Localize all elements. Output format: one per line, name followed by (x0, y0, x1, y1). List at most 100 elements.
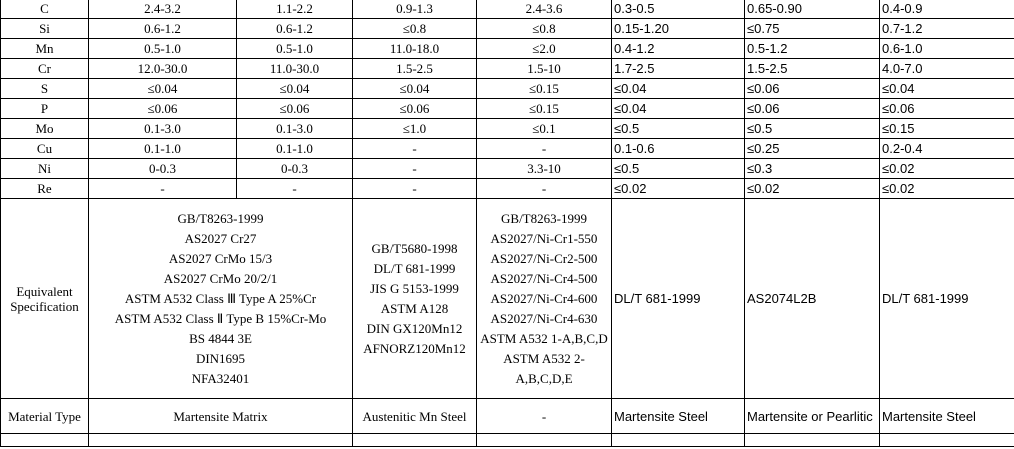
cell: 1.5-10 (476, 58, 612, 79)
spec-cell: AS2074L2B (744, 198, 880, 399)
element-label: Ni (0, 158, 89, 179)
cell: 0.5-1.2 (744, 38, 880, 59)
cell: ≤0.04 (88, 78, 237, 99)
blank-row (0, 433, 1014, 447)
spec-cell: GB/T5680-1998 DL/T 681-1999 JIS G 5153-199… (352, 198, 477, 399)
cell: 3.3-10 (476, 158, 612, 179)
cell: ≤0.02 (744, 178, 880, 199)
cell: ≤0.06 (744, 78, 880, 99)
cell: 2.4-3.6 (476, 0, 612, 19)
element-label: Mo (0, 118, 89, 139)
spec-line: DIN1695 (195, 350, 246, 366)
element-label: Cr (0, 58, 89, 79)
cell: ≤0.02 (879, 158, 1014, 179)
cell: 4.0-7.0 (879, 58, 1014, 79)
cell: - (476, 138, 612, 159)
cell: ≤0.8 (352, 18, 477, 39)
element-row: Ni 0-0.3 0-0.3-3.3-10 ≤0.5 ≤0.3 ≤0.02 (0, 158, 1014, 179)
element-row: Cr 12.0-30.0 11.0-30.0 1.5-2.5 1.5-10 1.7-2.5… (0, 58, 1014, 79)
spec-line: AS2027 CrMo 15/3 (168, 250, 273, 266)
spec-cell: GB/T8263-1999 AS2027/Ni-Cr1-550 AS2027/Ni-… (476, 198, 612, 399)
element-label: Si (0, 18, 89, 39)
cell: ≤1.0 (352, 118, 477, 139)
blank-cell (88, 433, 353, 447)
material-cell: Austenitic Mn Steel (352, 398, 477, 434)
blank-cell (744, 433, 880, 447)
element-row: Si 0.6-1.2 0.6-1.2 ≤0.8 ≤0.8 0.15-1.20 ≤0.75 0.… (0, 18, 1014, 39)
cell: ≤0.02 (611, 178, 745, 199)
material-cell: Martensite or Pearlitic (744, 398, 880, 434)
spec-line: AFNORZ120Mn12 (363, 340, 466, 356)
spec-row: Equivalent Specification GB/T8263-1999 AS2… (0, 198, 1014, 399)
cell: 2.4-3.2 (88, 0, 237, 19)
cell: 0.1-0.6 (611, 138, 745, 159)
cell: - (236, 178, 353, 199)
element-label: P (0, 98, 89, 119)
cell: ≤0.06 (352, 98, 477, 119)
blank-cell (352, 433, 477, 447)
cell: 11.0-18.0 (352, 38, 477, 59)
spec-line: AS2027/Ni-Cr4-600 (490, 290, 598, 306)
cell: 11.0-30.0 (236, 58, 353, 79)
material-row: Material Type Martensite Matrix Austenitic… (0, 398, 1014, 434)
element-label: C (0, 0, 89, 19)
cell: 0.2-0.4 (879, 138, 1014, 159)
element-label: Re (0, 178, 89, 199)
cell: 0.15-1.20 (611, 18, 745, 39)
cell: ≤0.15 (879, 118, 1014, 139)
spec-line: GB/T8263-1999 (501, 210, 587, 226)
cell: 1.5-2.5 (744, 58, 880, 79)
cell: 0.65-0.90 (744, 0, 880, 19)
element-row: C 2.4-3.2 1.1-2.2 0.9-1.3 2.4-3.6 0.3-0.5 0.65… (0, 0, 1014, 19)
cell: ≤0.5 (744, 118, 880, 139)
cell: ≤0.04 (879, 78, 1014, 99)
cell: 0-0.3 (236, 158, 353, 179)
cell: ≤0.5 (611, 118, 745, 139)
cell: - (352, 178, 477, 199)
spec-line: ASTM A532 1-A,B,C,D (480, 330, 608, 346)
spec-line: AS2027/Ni-Cr4-500 (490, 270, 598, 286)
cell: 0-0.3 (88, 158, 237, 179)
cell: ≤0.02 (879, 178, 1014, 199)
cell: ≤0.06 (236, 98, 353, 119)
cell: - (88, 178, 237, 199)
cell: ≤0.8 (476, 18, 612, 39)
cell: - (352, 138, 477, 159)
cell: 0.9-1.3 (352, 0, 477, 19)
cell: 0.1-1.0 (88, 138, 237, 159)
material-cell: Martensite Steel (879, 398, 1014, 434)
cell: 0.1-3.0 (88, 118, 237, 139)
spec-line: GB/T8263-1999 (177, 210, 264, 226)
cell: ≤0.15 (476, 78, 612, 99)
spec-line: ASTM A532 2-A,B,C,D,E (503, 350, 585, 386)
cell: ≤0.1 (476, 118, 612, 139)
spec-line: AS2027 CrMo 20/2/1 (163, 270, 278, 286)
spec-line: NFA32401 (191, 370, 250, 386)
element-row: Re - - - - ≤0.02 ≤0.02 ≤0.02 (0, 178, 1014, 199)
cell: ≤0.04 (611, 78, 745, 99)
spec-line: GB/T5680-1998 (371, 240, 458, 256)
material-cell: Martensite Matrix (88, 398, 353, 434)
element-row: Mo 0.1-3.0 0.1-3.0 ≤1.0 ≤0.1 ≤0.5 ≤0.5 ≤0.15 (0, 118, 1014, 139)
cell: 1.1-2.2 (236, 0, 353, 19)
element-row: Cu 0.1-1.0 0.1-1.0- -0.1-0.6 ≤0.25 0.2-0.4 (0, 138, 1014, 159)
spec-line: DIN GX120Mn12 (366, 320, 463, 336)
cell: 0.5-1.0 (88, 38, 237, 59)
cell: ≤0.25 (744, 138, 880, 159)
cell: - (352, 158, 477, 179)
element-row: S ≤0.04 ≤0.04 ≤0.04 ≤0.15 ≤0.04 ≤0.06 ≤0.04 (0, 78, 1014, 99)
blank-cell (611, 433, 745, 447)
cell: 0.4-1.2 (611, 38, 745, 59)
element-label: S (0, 78, 89, 99)
cell: ≤0.5 (611, 158, 745, 179)
cell: ≤0.04 (611, 98, 745, 119)
cell: ≤0.04 (236, 78, 353, 99)
cell: 1.5-2.5 (352, 58, 477, 79)
spec-cell: DL/T 681-1999 (879, 198, 1014, 399)
material-cell: - (476, 398, 612, 434)
spec-line: JIS G 5153-1999 (370, 280, 459, 296)
spec-cell: DL/T 681-1999 (611, 198, 745, 399)
element-label: Cu (0, 138, 89, 159)
element-label: Mn (0, 38, 89, 59)
spec-line: AS2027/Ni-Cr1-550 (490, 230, 598, 246)
